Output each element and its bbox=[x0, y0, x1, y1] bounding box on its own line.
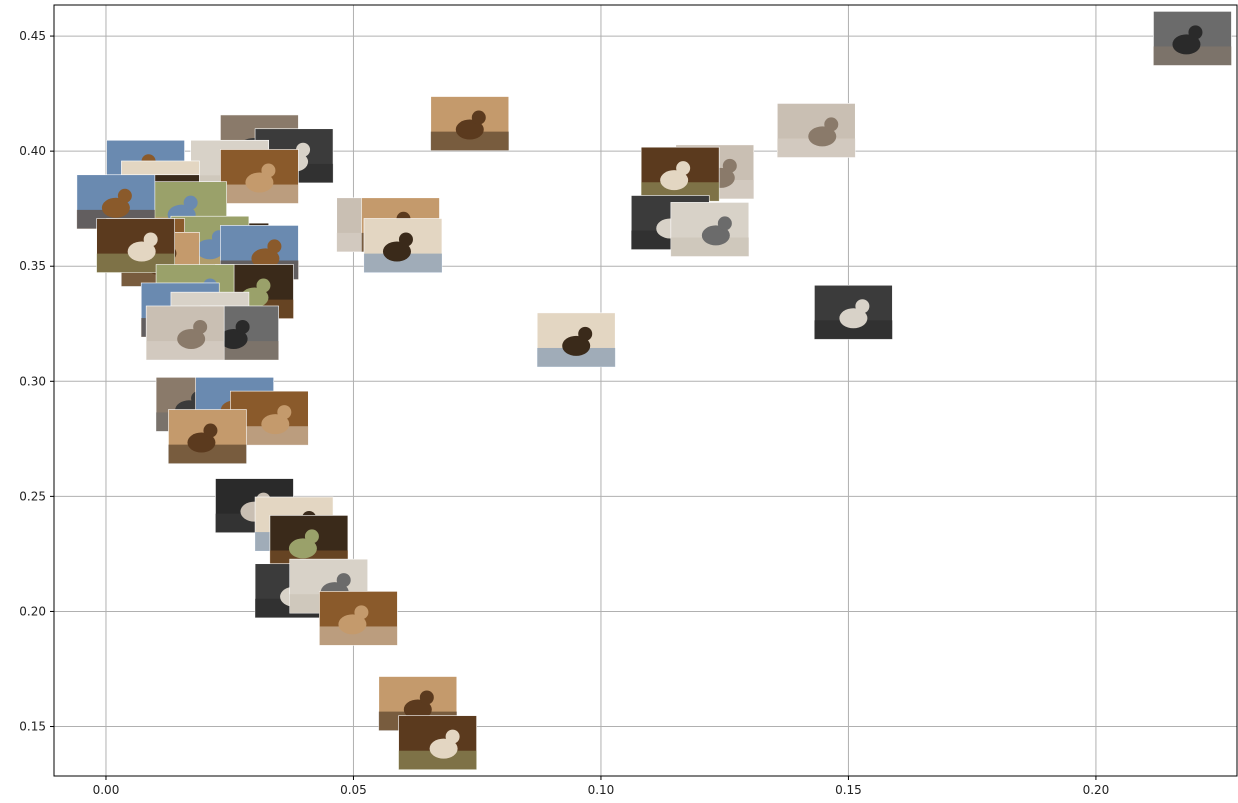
dog-photo-point bbox=[640, 146, 720, 202]
x-tick-label: 0.00 bbox=[93, 783, 120, 797]
cat-photo-point bbox=[670, 202, 750, 257]
y-tick-label: 0.15 bbox=[19, 720, 46, 734]
dog-photo-point bbox=[96, 218, 175, 273]
y-tick-label: 0.45 bbox=[19, 29, 46, 43]
cat-photo-point bbox=[1153, 11, 1232, 66]
dog-photo-point bbox=[430, 96, 510, 151]
dog-photo-point bbox=[319, 591, 398, 646]
cat-photo-point bbox=[814, 284, 893, 340]
dog-photo-point bbox=[168, 409, 247, 464]
y-axis: 0.15 0.20 0.25 0.30 0.35 0.40 0.45 bbox=[19, 29, 54, 734]
y-tick-label: 0.25 bbox=[19, 489, 46, 503]
y-tick-label: 0.35 bbox=[19, 259, 46, 273]
dog-photo-point bbox=[363, 218, 443, 273]
x-tick-label: 0.10 bbox=[588, 783, 615, 797]
plot-frame bbox=[53, 4, 1238, 777]
y-tick-label: 0.20 bbox=[19, 604, 46, 618]
dog-photo-point bbox=[220, 149, 299, 204]
cat-photo-point bbox=[145, 305, 225, 361]
y-tick-label: 0.30 bbox=[19, 374, 46, 388]
x-tick-label: 0.20 bbox=[1083, 783, 1110, 797]
dog-photo-point bbox=[536, 312, 616, 368]
cat-photo-point bbox=[776, 103, 856, 158]
x-axis: 0.00 0.05 0.10 0.15 0.20 bbox=[93, 776, 1110, 797]
y-tick-label: 0.40 bbox=[19, 144, 46, 158]
x-tick-label: 0.15 bbox=[835, 783, 862, 797]
x-tick-label: 0.05 bbox=[340, 783, 367, 797]
data-points bbox=[76, 11, 1232, 770]
dog-photo-point bbox=[398, 715, 477, 770]
